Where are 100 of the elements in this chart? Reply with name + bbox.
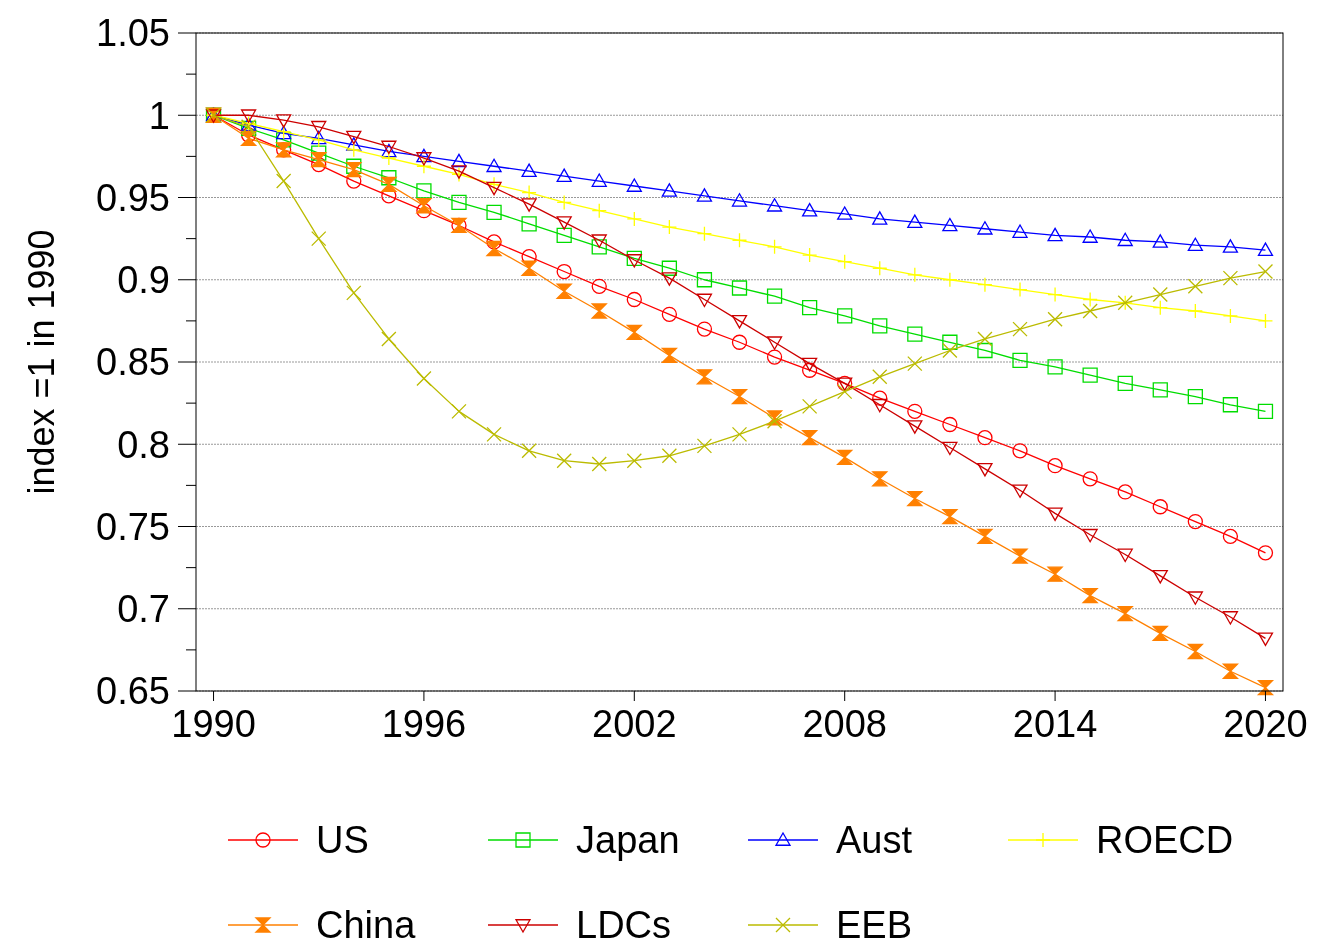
point — [240, 109, 257, 123]
point — [696, 438, 713, 454]
point — [1187, 388, 1203, 405]
point — [626, 291, 642, 308]
point — [801, 357, 818, 372]
point — [1222, 308, 1239, 324]
point — [766, 288, 783, 304]
point — [381, 170, 397, 186]
point — [486, 204, 502, 220]
point — [1152, 499, 1168, 515]
point — [1082, 471, 1098, 487]
point — [872, 318, 888, 334]
point — [1012, 224, 1028, 238]
point — [451, 165, 467, 179]
point — [416, 152, 432, 166]
point — [416, 370, 432, 387]
point — [1047, 286, 1063, 303]
point — [731, 314, 748, 329]
point — [1082, 367, 1098, 383]
point — [1117, 375, 1133, 392]
point — [1047, 311, 1063, 327]
point — [311, 120, 327, 135]
point — [766, 198, 783, 212]
y-tick-label: 0.85 — [96, 341, 170, 384]
point — [1222, 528, 1239, 545]
point — [661, 272, 678, 286]
legend-label: ROECD — [1096, 819, 1234, 862]
point — [346, 142, 362, 158]
point — [416, 198, 432, 214]
point — [276, 173, 292, 189]
point — [1152, 234, 1168, 248]
point — [556, 216, 572, 230]
legend-label: EEB — [836, 904, 913, 943]
point — [521, 198, 537, 212]
point — [1152, 300, 1168, 316]
point — [872, 260, 888, 276]
point — [872, 398, 888, 413]
point — [416, 203, 432, 219]
point — [977, 331, 993, 347]
point — [661, 347, 678, 364]
point — [626, 324, 642, 341]
point — [1257, 680, 1274, 696]
point — [416, 183, 432, 199]
point — [591, 456, 607, 472]
point — [486, 158, 502, 173]
point — [311, 145, 327, 161]
point — [626, 453, 642, 469]
point — [1012, 321, 1028, 337]
point — [1257, 242, 1274, 257]
point — [1082, 587, 1098, 604]
point — [942, 217, 958, 232]
point — [1047, 458, 1063, 474]
point — [1082, 291, 1098, 308]
point — [556, 227, 572, 243]
point — [731, 334, 748, 350]
point — [556, 168, 572, 183]
point — [977, 221, 993, 235]
point — [1222, 270, 1239, 286]
y-tick-label: 0.7 — [117, 588, 170, 631]
point — [416, 158, 432, 174]
point — [486, 234, 502, 250]
point — [591, 303, 607, 319]
point — [977, 528, 993, 545]
point — [766, 336, 783, 350]
point — [1187, 303, 1203, 319]
x-tick-label: 1996 — [381, 703, 467, 745]
point — [801, 398, 818, 415]
point — [311, 152, 327, 168]
point — [346, 130, 362, 145]
point — [521, 260, 537, 276]
point — [1257, 632, 1274, 647]
point — [696, 272, 713, 288]
point — [556, 453, 572, 469]
point — [1012, 548, 1028, 564]
point — [311, 156, 327, 173]
point — [837, 308, 853, 324]
point — [626, 254, 642, 268]
point — [942, 441, 958, 456]
point — [486, 240, 502, 257]
x-tick-label: 2020 — [1223, 703, 1308, 745]
point — [801, 430, 818, 446]
point — [1082, 303, 1098, 319]
point — [591, 173, 607, 187]
point — [977, 430, 993, 446]
point — [591, 278, 607, 294]
point — [1257, 545, 1274, 561]
point — [1082, 528, 1098, 543]
point — [731, 388, 748, 405]
point — [731, 232, 748, 248]
point — [766, 349, 783, 365]
point — [696, 369, 713, 385]
point — [907, 214, 923, 229]
point — [942, 334, 958, 350]
point — [311, 230, 327, 247]
point — [907, 326, 923, 342]
legend-label: Aust — [836, 819, 913, 862]
point — [1187, 643, 1203, 660]
point — [1222, 239, 1239, 253]
point — [1047, 507, 1063, 521]
point — [801, 247, 818, 263]
